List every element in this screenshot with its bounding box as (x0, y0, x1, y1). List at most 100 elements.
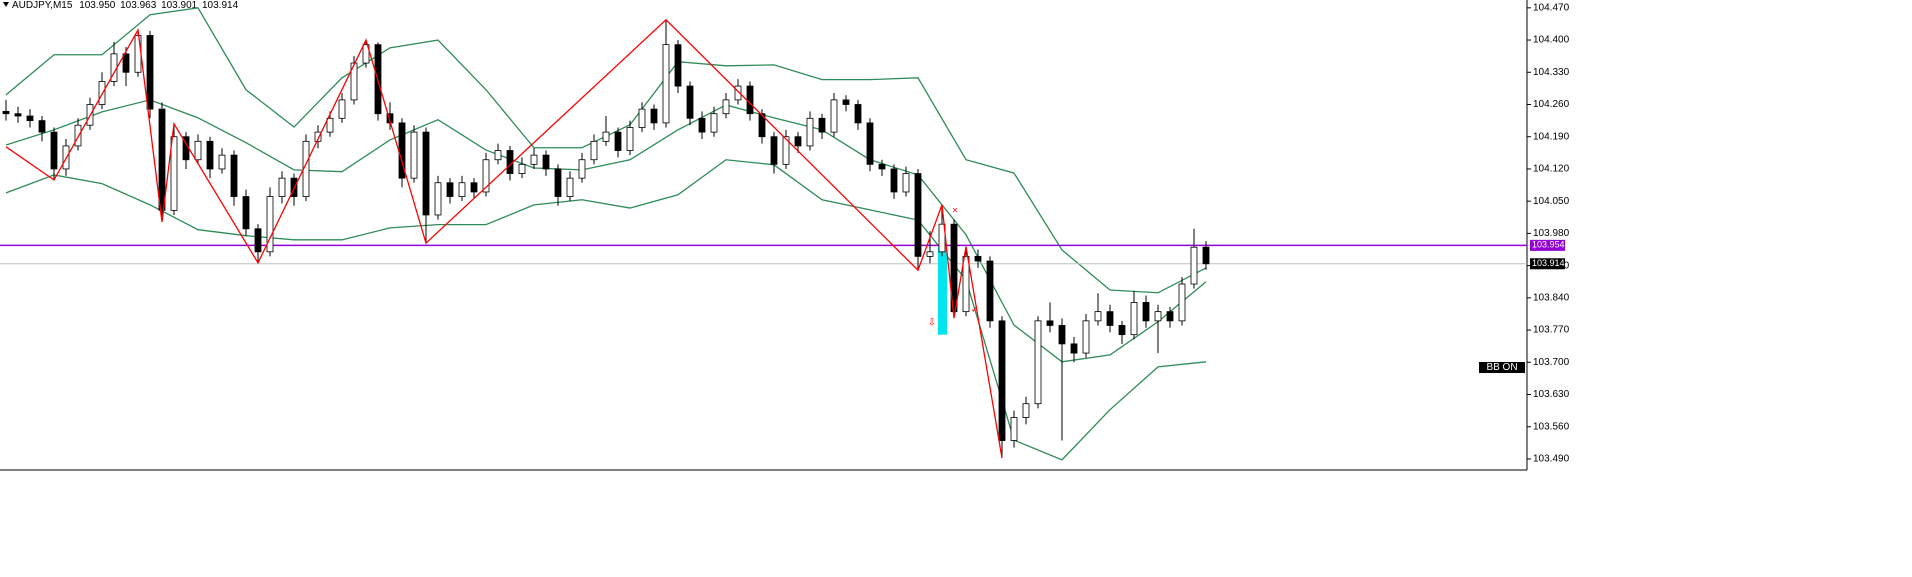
candle-body (206, 140, 214, 170)
candle-body (986, 260, 994, 322)
candle-body (134, 35, 142, 73)
candle-body (362, 44, 370, 64)
y-tick-label: 104.260 (1533, 99, 1570, 110)
signal-cross: × (952, 206, 958, 217)
y-tick-label: 104.330 (1533, 67, 1570, 78)
candle-body (878, 163, 886, 170)
candle-body (830, 99, 838, 133)
candle-body (14, 113, 22, 117)
candle-body (230, 154, 238, 197)
candle-body (854, 104, 862, 124)
candle-body (2, 111, 10, 115)
candle-body (1190, 246, 1198, 285)
candle-body (998, 320, 1006, 441)
signal-check: ✓ (971, 305, 979, 316)
candle-body (434, 182, 442, 216)
y-tick-label: 103.630 (1533, 389, 1570, 400)
candle-body (338, 99, 346, 119)
candle-body (194, 140, 202, 161)
candle-body (1022, 403, 1030, 418)
candle-body (890, 168, 898, 193)
candle-body (1034, 320, 1042, 405)
candle-body (1154, 311, 1162, 322)
header-high: 103.963 (120, 0, 157, 11)
candle-body (614, 131, 622, 151)
candle-body (578, 159, 586, 179)
candle-body (1046, 320, 1054, 326)
price-label-box (1530, 239, 1565, 251)
y-tick-label: 103.560 (1533, 421, 1570, 432)
candle-body (494, 150, 502, 161)
y-tick-label: 103.840 (1533, 292, 1570, 303)
candle-body (122, 53, 130, 73)
candle-body (674, 44, 682, 87)
candle-body (458, 182, 466, 197)
candle-body (686, 85, 694, 119)
symbol: AUDJPY,M15 (12, 0, 73, 11)
indicator-label: BB ON (1486, 362, 1517, 373)
y-tick-label: 103.980 (1533, 228, 1570, 239)
candle-body (1082, 320, 1090, 354)
candle-body (530, 154, 538, 165)
candle-body (1070, 343, 1078, 354)
candle-body (242, 196, 250, 230)
candle-body (470, 182, 478, 193)
candle-body (26, 115, 34, 122)
candle-body (38, 120, 46, 133)
candle-body (698, 117, 706, 133)
price-axis: 104.470 104.400 104.330 104.260 104.190 104.1… (1479, 2, 1570, 465)
candle-body (158, 108, 166, 211)
price-label: 103.954 (1532, 240, 1565, 250)
candle-body (278, 177, 286, 197)
candle-body (722, 99, 730, 115)
candle-body (638, 108, 646, 128)
candle-body (1058, 325, 1066, 345)
chart-header: AUDJPY,M15 103.950 103.963 103.901 103.9… (12, 0, 239, 11)
candle-body (1166, 311, 1174, 322)
bollinger-middle (5, 99, 1207, 363)
candle-body (950, 223, 958, 313)
header-open: 103.950 (79, 0, 116, 11)
candle-body (590, 140, 598, 161)
candle-body (914, 173, 922, 257)
indicator-box (1479, 362, 1525, 373)
candle-body (734, 85, 742, 101)
candle-body (1118, 325, 1126, 336)
highlight-bar (938, 247, 947, 335)
candle-body (866, 122, 874, 165)
candle-body (1142, 302, 1150, 322)
zigzag (5, 18, 1003, 459)
price-label: 103.914 (1532, 258, 1565, 268)
candle-body (782, 136, 790, 165)
price-label-box (1530, 258, 1565, 270)
y-tick-label: 104.190 (1533, 131, 1570, 142)
candle-body (566, 177, 574, 197)
candle-body (266, 196, 274, 253)
candle-body (350, 62, 358, 101)
candle-body (974, 256, 982, 262)
candle-body (74, 124, 82, 147)
candle-body (770, 136, 778, 165)
y-tick-label: 103.700 (1533, 357, 1570, 368)
candle-body (806, 117, 814, 147)
y-tick-label: 104.470 (1533, 2, 1570, 13)
candle-body (758, 113, 766, 138)
candle-body (662, 44, 670, 124)
candle-body (422, 131, 430, 216)
candle-body (170, 136, 178, 211)
candle-body (962, 256, 970, 313)
candle-body (902, 173, 910, 193)
candle-body (482, 159, 490, 193)
candle-body (50, 131, 58, 170)
candle-body (326, 117, 334, 133)
candle-body (314, 131, 322, 142)
candle-body (218, 154, 226, 170)
candle-body (410, 131, 418, 179)
candle-body (506, 150, 514, 174)
candle-body (1130, 302, 1138, 336)
y-tick-label: 104.120 (1533, 164, 1570, 175)
candle-body (650, 108, 658, 124)
candle-body (1094, 311, 1102, 322)
menu-triangle[interactable] (3, 2, 9, 7)
